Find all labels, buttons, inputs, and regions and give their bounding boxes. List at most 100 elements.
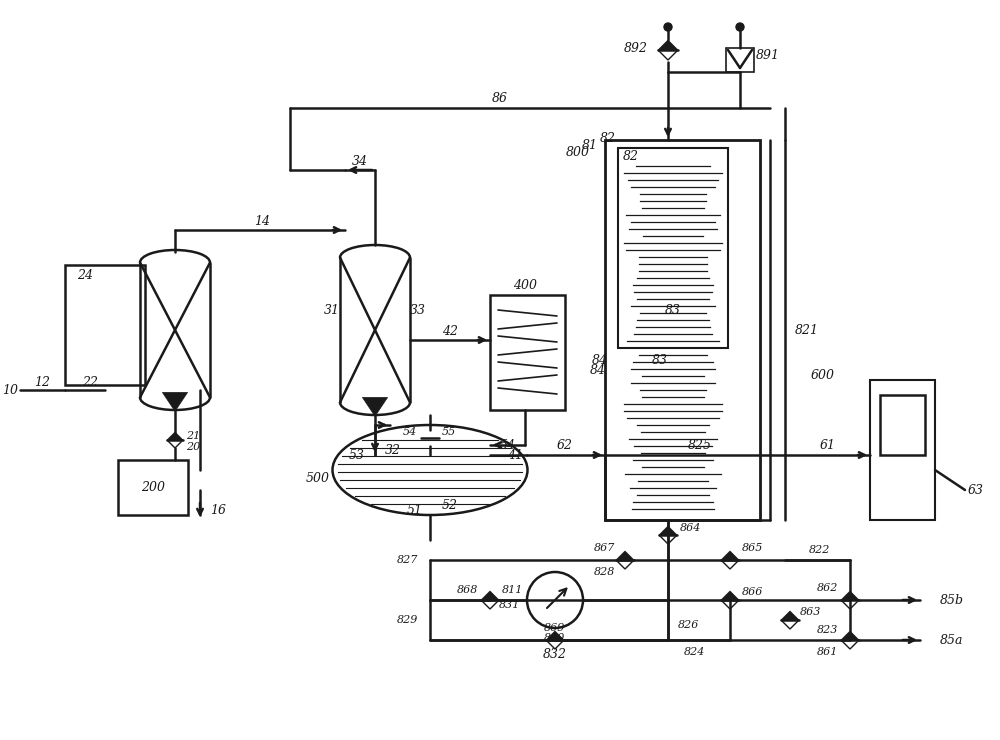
Text: 86: 86 (492, 92, 508, 104)
Text: 829: 829 (397, 615, 418, 625)
Text: 85a: 85a (940, 633, 964, 647)
Text: 21: 21 (186, 431, 200, 441)
Polygon shape (362, 397, 388, 417)
Polygon shape (167, 440, 183, 448)
Polygon shape (841, 600, 859, 609)
Text: 55: 55 (442, 427, 456, 437)
Text: 831: 831 (499, 600, 520, 610)
Polygon shape (721, 591, 739, 600)
Circle shape (664, 23, 672, 31)
Bar (880, 395, 925, 455)
Polygon shape (546, 631, 564, 640)
Polygon shape (841, 640, 859, 649)
Polygon shape (841, 591, 859, 600)
Text: 10: 10 (2, 383, 18, 397)
Text: 869: 869 (544, 623, 566, 633)
Text: 31: 31 (324, 303, 340, 317)
Text: 62: 62 (557, 439, 573, 451)
Polygon shape (162, 392, 188, 411)
Polygon shape (546, 640, 564, 649)
Polygon shape (616, 560, 634, 569)
Text: 810: 810 (544, 633, 566, 643)
Text: 51: 51 (407, 503, 423, 517)
Polygon shape (658, 50, 678, 60)
Text: 82: 82 (600, 132, 616, 144)
Text: 800: 800 (566, 146, 590, 158)
Text: 864: 864 (680, 523, 701, 533)
Text: 83: 83 (652, 354, 668, 366)
Text: 822: 822 (809, 545, 831, 555)
Text: 14: 14 (254, 215, 270, 227)
Text: 84: 84 (590, 363, 606, 377)
Text: 823: 823 (817, 625, 838, 635)
Text: 54: 54 (500, 439, 516, 451)
Text: 867: 867 (594, 543, 615, 553)
Polygon shape (616, 551, 634, 560)
Bar (870, 380, 935, 520)
Text: 892: 892 (624, 41, 648, 55)
Text: 500: 500 (306, 471, 330, 485)
Text: 12: 12 (34, 375, 50, 388)
Text: 832: 832 (543, 648, 567, 662)
Text: 85b: 85b (940, 593, 964, 607)
Text: 811: 811 (502, 585, 523, 595)
Text: 824: 824 (684, 647, 706, 657)
Text: 865: 865 (742, 543, 763, 553)
Text: 821: 821 (795, 323, 819, 337)
Text: 827: 827 (397, 555, 418, 565)
Polygon shape (421, 438, 439, 447)
Circle shape (527, 572, 583, 628)
Text: 863: 863 (800, 607, 821, 617)
Polygon shape (658, 40, 678, 50)
Text: 52: 52 (442, 499, 458, 511)
Text: 61: 61 (820, 439, 836, 451)
Text: 400: 400 (513, 278, 537, 292)
Ellipse shape (333, 425, 528, 515)
Text: 34: 34 (352, 155, 368, 167)
Polygon shape (841, 631, 859, 640)
Bar (118, 460, 188, 515)
Bar (605, 140, 760, 520)
Text: 891: 891 (756, 49, 780, 61)
Polygon shape (721, 551, 739, 560)
Polygon shape (481, 600, 499, 609)
Text: 41: 41 (507, 448, 523, 462)
Text: 42: 42 (442, 325, 458, 337)
Bar (618, 148, 728, 348)
Text: 200: 200 (141, 480, 165, 494)
Text: 63: 63 (968, 483, 984, 497)
Text: 866: 866 (742, 587, 763, 597)
Polygon shape (721, 600, 739, 609)
Text: 33: 33 (410, 303, 426, 317)
Text: 16: 16 (210, 503, 226, 517)
Text: 825: 825 (688, 439, 712, 451)
Bar (65, 265, 145, 385)
Text: 20: 20 (186, 442, 200, 452)
Polygon shape (721, 560, 739, 569)
Polygon shape (481, 591, 499, 600)
Polygon shape (659, 526, 677, 535)
Polygon shape (659, 535, 677, 544)
Text: 82: 82 (623, 149, 639, 163)
Polygon shape (781, 620, 799, 629)
Text: 54: 54 (403, 427, 417, 437)
Text: 32: 32 (385, 443, 401, 457)
Text: 22: 22 (82, 375, 98, 388)
Text: 53: 53 (349, 448, 365, 462)
Text: 828: 828 (594, 567, 615, 577)
Text: 83: 83 (665, 303, 681, 317)
Bar (726, 48, 754, 72)
Polygon shape (167, 432, 183, 440)
Text: 862: 862 (817, 583, 838, 593)
Text: 861: 861 (817, 647, 838, 657)
Polygon shape (421, 429, 439, 438)
Text: 868: 868 (457, 585, 478, 595)
Text: 84: 84 (592, 354, 608, 366)
Text: 24: 24 (77, 269, 93, 281)
Text: 826: 826 (678, 620, 699, 630)
Text: 81: 81 (582, 138, 598, 152)
Bar (490, 295, 565, 410)
Text: 600: 600 (811, 369, 835, 382)
Polygon shape (781, 611, 799, 620)
Circle shape (736, 23, 744, 31)
